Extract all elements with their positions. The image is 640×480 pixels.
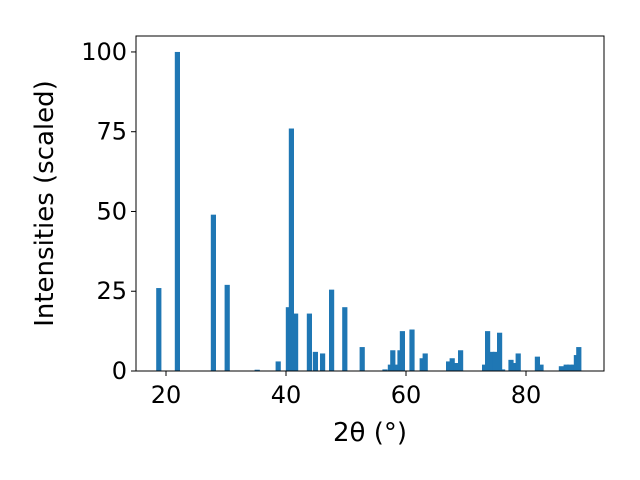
- bar: [558, 366, 564, 371]
- bar: [534, 356, 540, 371]
- bar: [174, 51, 180, 371]
- bar: [293, 313, 299, 371]
- bar: [449, 358, 455, 371]
- bar: [393, 364, 399, 371]
- y-tick-label: 50: [96, 197, 127, 225]
- bar: [453, 363, 459, 371]
- y-tick-label: 25: [96, 277, 127, 305]
- bar: [390, 350, 396, 371]
- x-tick-label: 80: [511, 381, 542, 409]
- bar: [446, 361, 452, 371]
- bar: [512, 363, 518, 371]
- bar: [382, 369, 388, 371]
- bar: [508, 359, 514, 371]
- y-axis-label: Intensities (scaled): [30, 80, 60, 327]
- bar: [489, 351, 495, 371]
- bar: [497, 332, 503, 371]
- bar: [312, 351, 318, 371]
- bar: [500, 369, 506, 371]
- bar: [563, 364, 569, 371]
- bar: [409, 329, 415, 371]
- bar: [567, 364, 573, 371]
- y-tick-label: 0: [112, 357, 127, 385]
- x-tick-label: 20: [151, 381, 182, 409]
- bar: [288, 128, 294, 371]
- bar: [419, 358, 425, 371]
- bar-series: [156, 51, 582, 371]
- bar: [320, 353, 326, 371]
- bar: [485, 331, 491, 371]
- bar: [515, 353, 521, 371]
- bar: [399, 331, 405, 371]
- bar: [492, 351, 498, 371]
- y-axis-ticks: 0 25 50 75 100: [81, 38, 136, 385]
- bar: [458, 350, 464, 371]
- bar: [538, 364, 544, 371]
- bar: [482, 364, 488, 371]
- x-axis-ticks: 20 40 60 80: [151, 371, 542, 409]
- bar: [342, 307, 348, 371]
- x-axis-label: 2θ (°): [333, 418, 407, 448]
- bar: [329, 289, 335, 371]
- bar: [254, 369, 260, 371]
- bar: [224, 284, 230, 371]
- bar: [422, 353, 428, 371]
- x-tick-label: 60: [391, 381, 422, 409]
- bar: [275, 361, 281, 371]
- bar: [156, 288, 162, 371]
- bar: [210, 214, 216, 371]
- y-tick-label: 75: [96, 118, 127, 146]
- plot-frame: [135, 35, 605, 372]
- bar: [359, 347, 365, 371]
- bar: [306, 313, 312, 371]
- bar: [285, 307, 291, 371]
- y-tick-label: 100: [81, 38, 127, 66]
- x-tick-label: 40: [271, 381, 302, 409]
- bar: [576, 347, 582, 371]
